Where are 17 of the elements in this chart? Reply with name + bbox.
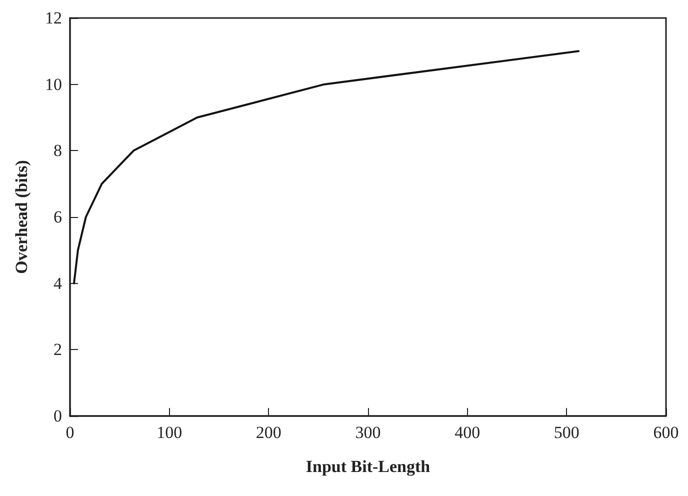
x-tick-label: 200 bbox=[256, 423, 282, 442]
x-tick-label: 400 bbox=[454, 423, 480, 442]
y-tick-label: 8 bbox=[54, 141, 62, 160]
x-tick-label: 600 bbox=[653, 423, 679, 442]
y-tick-label: 10 bbox=[45, 74, 62, 94]
y-axis-title: Overhead (bits) bbox=[12, 160, 31, 274]
y-tick-label: 12 bbox=[45, 8, 62, 28]
x-tick-label: 500 bbox=[554, 423, 580, 442]
x-axis-title: Input Bit-Length bbox=[306, 457, 431, 476]
y-tick-label: 0 bbox=[54, 406, 62, 426]
y-tick-label: 4 bbox=[54, 274, 62, 293]
y-tick-label: 6 bbox=[54, 208, 62, 226]
x-tick-label: 100 bbox=[156, 423, 182, 442]
x-tick-label: 300 bbox=[355, 423, 381, 442]
line-series bbox=[72, 50, 580, 284]
x-tick-label: 0 bbox=[66, 423, 74, 442]
y-tick-label: 2 bbox=[54, 340, 62, 360]
